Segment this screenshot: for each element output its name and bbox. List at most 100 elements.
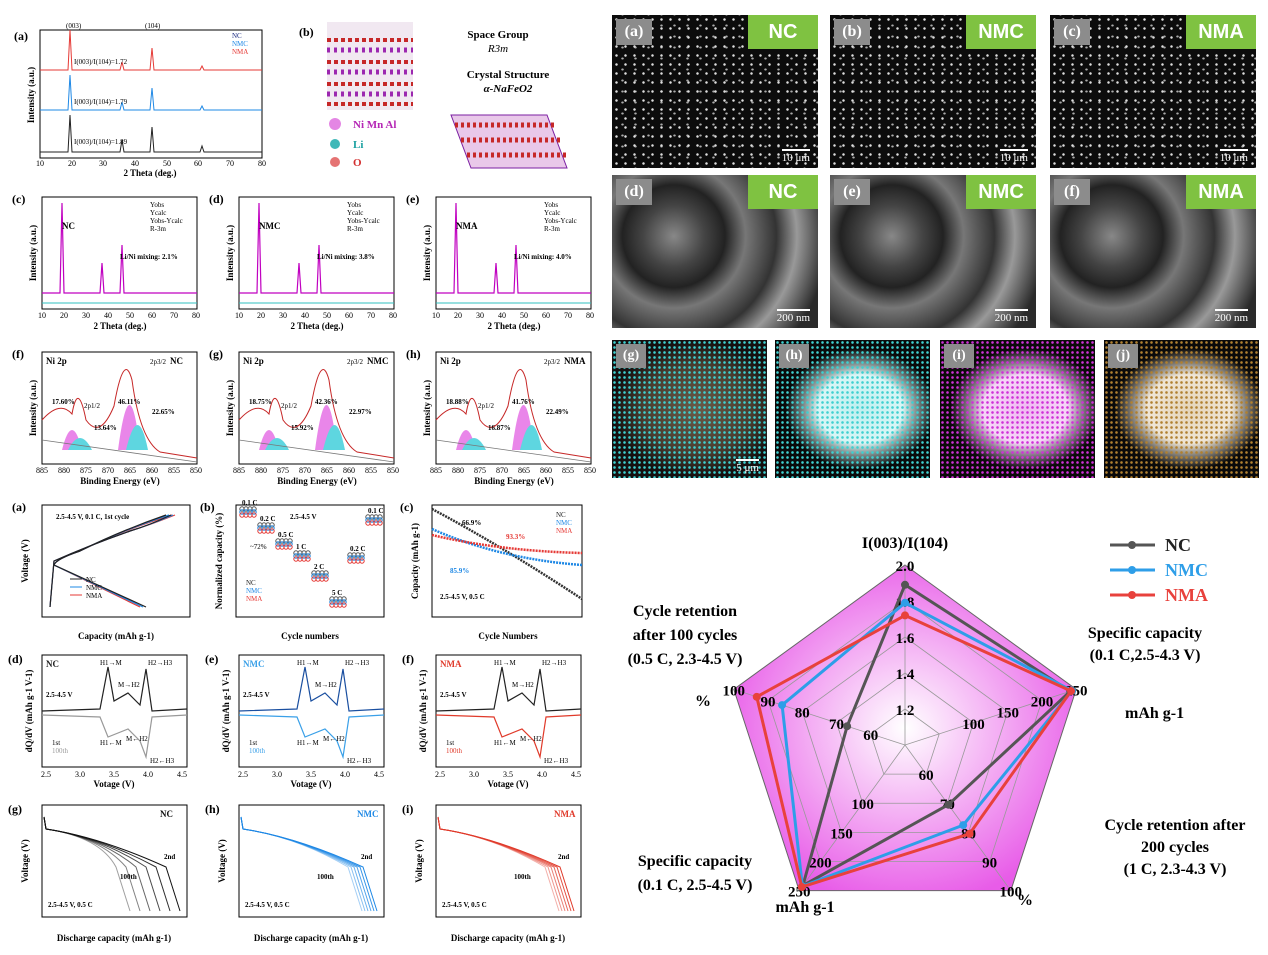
- peak-label: H1←M: [494, 739, 517, 747]
- panel-label: (c): [400, 500, 413, 514]
- percent-2: 13.64%: [94, 424, 117, 432]
- xtick: 865: [518, 466, 530, 475]
- xtick: 40: [301, 311, 309, 320]
- legend-nma: NMA: [1165, 585, 1208, 605]
- retention-nc: 66.9%: [462, 519, 481, 527]
- legend-nmc: NMC: [1165, 560, 1208, 580]
- discharge-curve: [43, 816, 171, 912]
- rate-marker: [269, 522, 275, 528]
- peak-label: 2p1/2: [281, 402, 297, 410]
- ylabel: Intensity (a.u.): [422, 225, 432, 281]
- xtick: 2.5: [41, 770, 51, 779]
- ylabel: Voltage (V): [414, 839, 424, 882]
- rate-label: 0.2 C: [350, 545, 366, 553]
- note: 2.5-4.5 V, 0.5 C: [442, 901, 487, 909]
- discharge-curve: [53, 514, 167, 608]
- rate-label: 0.1 C: [368, 507, 384, 515]
- note: 2.5-4.5 V, 0.5 C: [440, 593, 485, 601]
- xlabel: 2 Theta (deg.): [93, 321, 146, 331]
- sem-image-nc: (d) NC 200 nm: [612, 175, 818, 328]
- rate-marker: [359, 555, 365, 561]
- xtick: 880: [255, 466, 267, 475]
- panel-label: (d): [8, 652, 23, 666]
- sample-name: NMA: [440, 659, 462, 669]
- radar-tick: 1.6: [896, 631, 915, 647]
- rate-marker: [269, 525, 275, 531]
- xps-title: Ni 2p: [440, 356, 461, 366]
- radar-tick: 2.0: [896, 559, 915, 575]
- dqdv-plot-nmc: (e) NMC 2.5-4.5 V H1→M M→H2 H2→H3 H1←M M←H2 H2←H…: [205, 652, 385, 789]
- radar-axis-line: [733, 688, 906, 746]
- peak-104: (104): [145, 22, 161, 30]
- sample-name: NMC: [357, 809, 379, 819]
- legend-entry: Ycalc: [150, 209, 166, 217]
- peak-label: H1→M: [494, 659, 517, 667]
- discharge-curve: [43, 816, 161, 912]
- dqdv-1st-curve: [435, 666, 582, 712]
- radar-grid-ring: [836, 672, 974, 804]
- panel-label: (h): [406, 347, 421, 361]
- discharge-curve: [240, 816, 363, 912]
- xtick: 3.5: [306, 770, 316, 779]
- xtick: 850: [190, 466, 202, 475]
- radar-tick: 100: [723, 683, 746, 699]
- eds-map-h: (h): [775, 340, 930, 478]
- peak-003: (003): [66, 22, 82, 30]
- rate-marker: [359, 558, 365, 564]
- panel-label: (g): [209, 347, 223, 361]
- sample-name: NC: [160, 809, 173, 819]
- peak-label: M←H2: [323, 735, 345, 743]
- xtick: 855: [365, 466, 377, 475]
- note: 2.5-4.5 V: [290, 513, 317, 521]
- axis-title-ret200: Cycle retention after: [1105, 817, 1246, 834]
- peak-label: H2←H3: [150, 757, 175, 765]
- panel-label: (e): [406, 192, 419, 206]
- radar-grid-ring: [767, 600, 1043, 862]
- peak-label: 2p1/2: [478, 402, 494, 410]
- xtick: 60: [148, 311, 156, 320]
- xtick: 870: [299, 466, 311, 475]
- panel-label: (e): [834, 179, 870, 205]
- radar-tick: 100: [1000, 885, 1023, 901]
- sem-image-nmc: (b) NMC 10 μm: [830, 15, 1036, 168]
- legend-entry: 1st: [249, 739, 257, 747]
- percent-2: 16.87%: [488, 424, 511, 432]
- legend-entry: 1st: [52, 739, 60, 747]
- sem-image-nmc: (e) NMC 200 nm: [830, 175, 1036, 328]
- legend-entry: NC: [556, 511, 566, 519]
- radar-tick: 200: [809, 855, 832, 871]
- legend-marker: [1128, 566, 1136, 574]
- legend-nc: NC: [232, 32, 242, 40]
- peak-label: H2→H3: [345, 659, 370, 667]
- xlabel: Votage (V): [291, 779, 332, 789]
- radar-point: [797, 882, 806, 891]
- panel-label: (a): [14, 29, 28, 43]
- xrd-xticks: 10 20 30 40 50 60 70 80: [36, 159, 266, 168]
- panel-label: (e): [205, 652, 218, 666]
- radar-tick: 90: [982, 855, 997, 871]
- radar-panel: 1.21.41.61.82.01001502002506070809010010…: [605, 500, 1265, 950]
- xtick: 4.0: [340, 770, 350, 779]
- rate-marker: [305, 553, 311, 559]
- xtick: 885: [36, 466, 48, 475]
- ylabel: Voltage (V): [217, 839, 227, 882]
- panel-label: (f): [12, 347, 24, 361]
- electrochem-row-1: (a) 2.5-4.5 V, 0.1 C, 1st cycle NC NMC NMA Ca…: [0, 495, 600, 645]
- legend-entry: Ycalc: [544, 209, 560, 217]
- discharge-curve: [43, 816, 141, 912]
- peak-label: M←H2: [126, 735, 148, 743]
- rate-marker: [305, 550, 311, 556]
- xtick: 855: [562, 466, 574, 475]
- xtick: 855: [168, 466, 180, 475]
- xlabel: Binding Energy (eV): [474, 476, 554, 486]
- fit-peak-2: [323, 425, 345, 450]
- xtick: 3.0: [272, 770, 282, 779]
- ylabel: Intensity (a.u.): [225, 380, 235, 436]
- radar-tick: 150: [996, 706, 1019, 722]
- eds-map-j: (j): [1104, 340, 1259, 478]
- sample-name: NC: [46, 659, 59, 669]
- sample-name: NMA: [554, 809, 576, 819]
- note: 2.5-4.5 V, 0.5 C: [48, 901, 93, 909]
- radar-axis-line: [904, 688, 1077, 746]
